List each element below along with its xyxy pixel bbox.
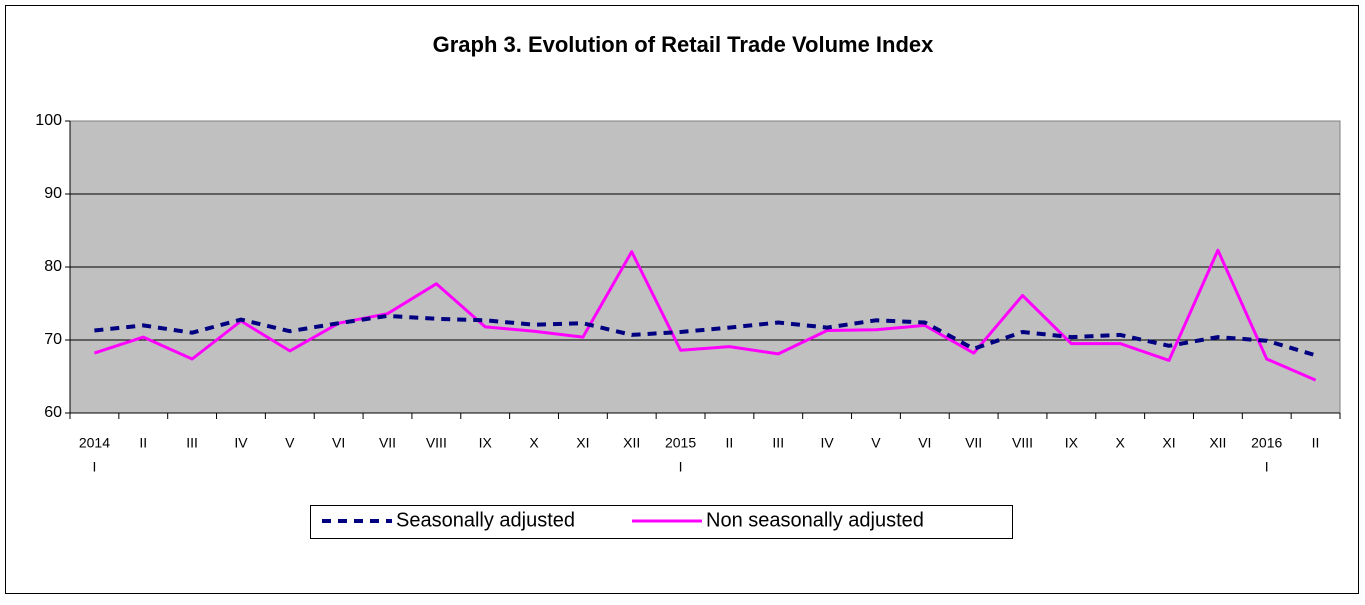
x-tick-label: IX [1065, 435, 1079, 451]
x-tick-label: I [679, 459, 683, 475]
series-line [93, 248, 1317, 382]
y-tick-label: 70 [44, 331, 62, 348]
chart-title: Graph 3. Evolution of Retail Trade Volum… [433, 32, 935, 57]
x-tick-label: IV [234, 435, 248, 451]
y-tick-label: 60 [44, 404, 62, 421]
x-tick-label: II [1312, 435, 1320, 451]
legend-label: Non seasonally adjusted [706, 509, 924, 531]
x-tick-label: 2015 [665, 435, 696, 451]
x-tick-label: 2014 [79, 435, 110, 451]
x-tick-label: II [139, 435, 147, 451]
y-tick-label: 100 [35, 112, 62, 129]
x-tick-label: V [285, 435, 295, 451]
x-tick-label: III [186, 435, 198, 451]
x-tick-label: XII [623, 435, 640, 451]
x-tick-label: I [1265, 459, 1269, 475]
x-tick-label: VII [965, 435, 982, 451]
x-tick-label: VIII [1012, 435, 1033, 451]
legend-label: Seasonally adjusted [396, 509, 575, 531]
x-tick-label: II [726, 435, 734, 451]
x-tick-label: XII [1209, 435, 1226, 451]
x-tick-label: IV [820, 435, 834, 451]
x-tick-label: III [772, 435, 784, 451]
y-tick-label: 80 [44, 258, 62, 275]
x-tick-label: V [871, 435, 881, 451]
x-tick-label: IX [479, 435, 493, 451]
x-tick-label: XI [576, 435, 589, 451]
x-tick-label: 2016 [1251, 435, 1282, 451]
y-tick-label: 90 [44, 185, 62, 202]
x-tick-label: I [92, 459, 96, 475]
x-tick-label: XI [1162, 435, 1175, 451]
x-tick-label: VI [918, 435, 931, 451]
x-tick-label: VII [379, 435, 396, 451]
x-tick-label: VI [332, 435, 345, 451]
x-tick-label: VIII [426, 435, 447, 451]
x-tick-label: X [529, 435, 539, 451]
x-tick-label: X [1116, 435, 1126, 451]
